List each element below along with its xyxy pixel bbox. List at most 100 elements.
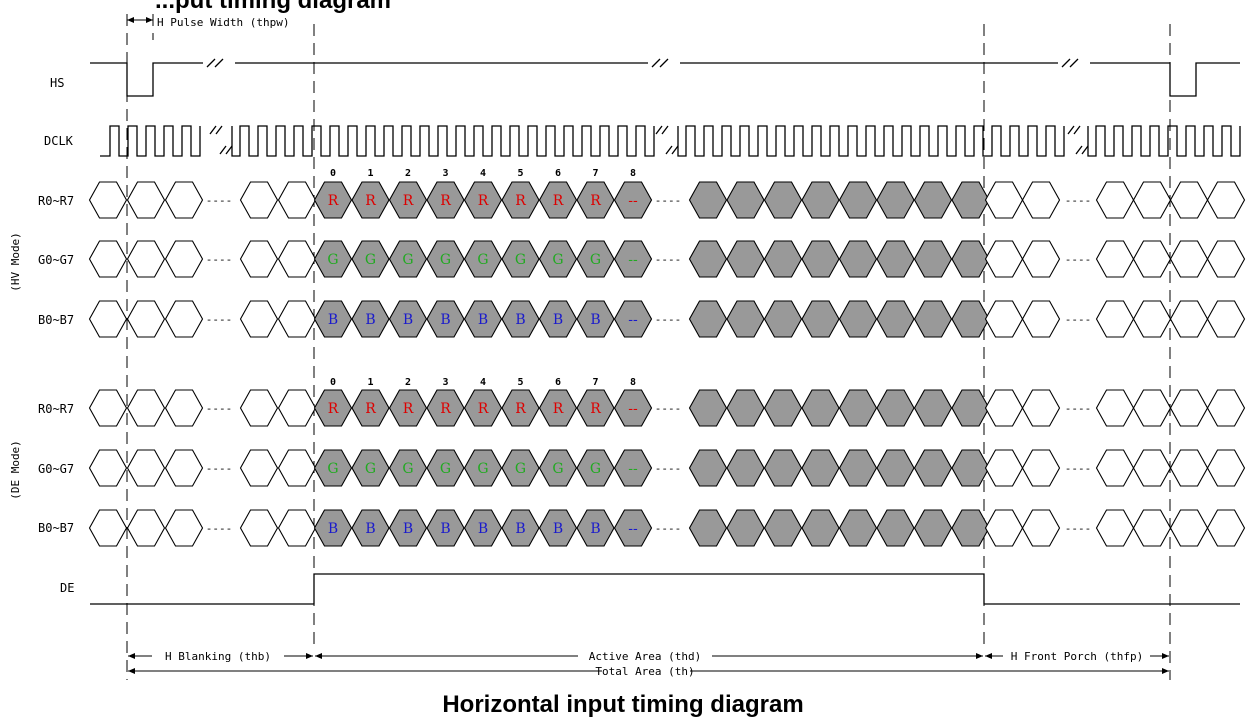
bus-cell bbox=[277, 509, 317, 547]
cell-label: G bbox=[365, 461, 376, 477]
cell-label: G bbox=[402, 252, 413, 268]
bus-cell bbox=[1169, 509, 1209, 547]
cell-label: -- bbox=[628, 461, 638, 477]
bus-row-blue: ---- B B B B B B B B -- ---- ---- bbox=[88, 509, 1246, 547]
cell-label: -- bbox=[628, 252, 638, 268]
bus-cell bbox=[1132, 240, 1172, 278]
cell-label: R bbox=[365, 401, 376, 417]
bus-cell bbox=[951, 449, 990, 487]
cell-label: B bbox=[515, 312, 525, 328]
break-mark bbox=[1061, 58, 1079, 68]
ellipsis: ---- bbox=[655, 462, 682, 475]
bus-cell bbox=[239, 300, 279, 338]
arrowhead bbox=[1162, 668, 1169, 674]
index-number: 2 bbox=[405, 377, 411, 388]
bus-cell bbox=[1169, 449, 1209, 487]
bus-cell bbox=[1095, 449, 1135, 487]
break-mark bbox=[1075, 145, 1089, 155]
cell-label: R bbox=[478, 193, 489, 209]
cell-label: B bbox=[440, 312, 450, 328]
bus-cell bbox=[1095, 240, 1135, 278]
cell-label: R bbox=[440, 193, 451, 209]
cell-label: R bbox=[403, 401, 414, 417]
cell-label: G bbox=[477, 461, 488, 477]
bus-cell bbox=[876, 181, 915, 219]
index-number: 8 bbox=[630, 377, 636, 388]
header-partial: ...put timing diagram bbox=[155, 0, 391, 14]
bus-row-red: ---- R R R R R R R R -- ---- ---- bbox=[88, 389, 1246, 427]
bus-cell bbox=[913, 300, 953, 338]
span-arrows bbox=[127, 17, 1169, 674]
group-de-mode: (DE Mode) bbox=[9, 440, 22, 500]
label-de-red: R0~R7 bbox=[38, 402, 74, 416]
bus-row-blue: ---- B B B B B B B B -- ---- ---- bbox=[88, 300, 1246, 338]
bus-cell bbox=[984, 389, 1024, 427]
hs-waveform bbox=[90, 62, 1240, 97]
bus-cell bbox=[1095, 389, 1135, 427]
bus-cell bbox=[726, 389, 765, 427]
arrowhead bbox=[128, 653, 135, 659]
label-hs: HS bbox=[50, 76, 64, 90]
bus-cell bbox=[239, 449, 279, 487]
bus-row-green: ---- G G G G G G G G -- ---- ---- bbox=[88, 449, 1246, 487]
ellipsis: ---- bbox=[1065, 522, 1092, 535]
bus-cell bbox=[763, 240, 803, 278]
cell-label: R bbox=[515, 193, 526, 209]
break-mark bbox=[206, 58, 224, 68]
cell-label: R bbox=[478, 401, 489, 417]
index-number: 6 bbox=[555, 168, 561, 179]
break-mark bbox=[209, 125, 223, 135]
cell-label: B bbox=[515, 521, 525, 537]
index-number: 5 bbox=[517, 168, 523, 179]
cell-label: B bbox=[590, 521, 600, 537]
bus-cell bbox=[763, 300, 803, 338]
bus-cell bbox=[88, 449, 128, 487]
bus-cell bbox=[239, 240, 279, 278]
bus-cell bbox=[913, 389, 953, 427]
bus-cell bbox=[688, 449, 728, 487]
bus-cell bbox=[277, 240, 317, 278]
bus-cell bbox=[613, 389, 653, 427]
bus-cell bbox=[164, 300, 204, 338]
bus-cell bbox=[126, 181, 166, 219]
cell-label: B bbox=[590, 312, 600, 328]
bus-cell bbox=[951, 509, 990, 547]
bus-cell bbox=[876, 240, 915, 278]
break-mark bbox=[665, 145, 679, 155]
bus-cell bbox=[688, 389, 728, 427]
cell-label: G bbox=[440, 252, 451, 268]
cell-label: -- bbox=[628, 401, 638, 417]
cell-label: G bbox=[327, 252, 338, 268]
cell-label: G bbox=[365, 252, 376, 268]
bus-cell bbox=[838, 181, 878, 219]
arrowhead bbox=[127, 17, 134, 23]
bus-cell bbox=[951, 240, 990, 278]
cell-label: B bbox=[403, 521, 413, 537]
bus-cell bbox=[876, 509, 915, 547]
bus-cell bbox=[88, 181, 128, 219]
bus-cell bbox=[763, 389, 803, 427]
bus-cell bbox=[984, 240, 1024, 278]
ellipsis: ---- bbox=[655, 313, 682, 326]
bus-cell bbox=[1206, 240, 1246, 278]
bus-cell bbox=[1132, 449, 1172, 487]
active-area-label: Active Area (thd) bbox=[589, 650, 702, 663]
bus-cell bbox=[126, 389, 166, 427]
cell-label: -- bbox=[628, 312, 638, 328]
ellipsis: ---- bbox=[655, 402, 682, 415]
index-number: 0 bbox=[330, 168, 336, 179]
bus-cell bbox=[838, 300, 878, 338]
bus-cell bbox=[164, 240, 204, 278]
bus-cell bbox=[126, 300, 166, 338]
group-hv-mode: (HV Mode) bbox=[9, 232, 22, 292]
bus-cell bbox=[838, 240, 878, 278]
bus-cell bbox=[1169, 240, 1209, 278]
cell-label: G bbox=[515, 461, 526, 477]
bus-cell bbox=[1021, 240, 1061, 278]
cell-label: G bbox=[515, 252, 526, 268]
total-area-label: Total Area (th) bbox=[595, 665, 694, 678]
bus-cell bbox=[88, 509, 128, 547]
bus-cell bbox=[801, 389, 840, 427]
ellipsis: ---- bbox=[1065, 194, 1092, 207]
